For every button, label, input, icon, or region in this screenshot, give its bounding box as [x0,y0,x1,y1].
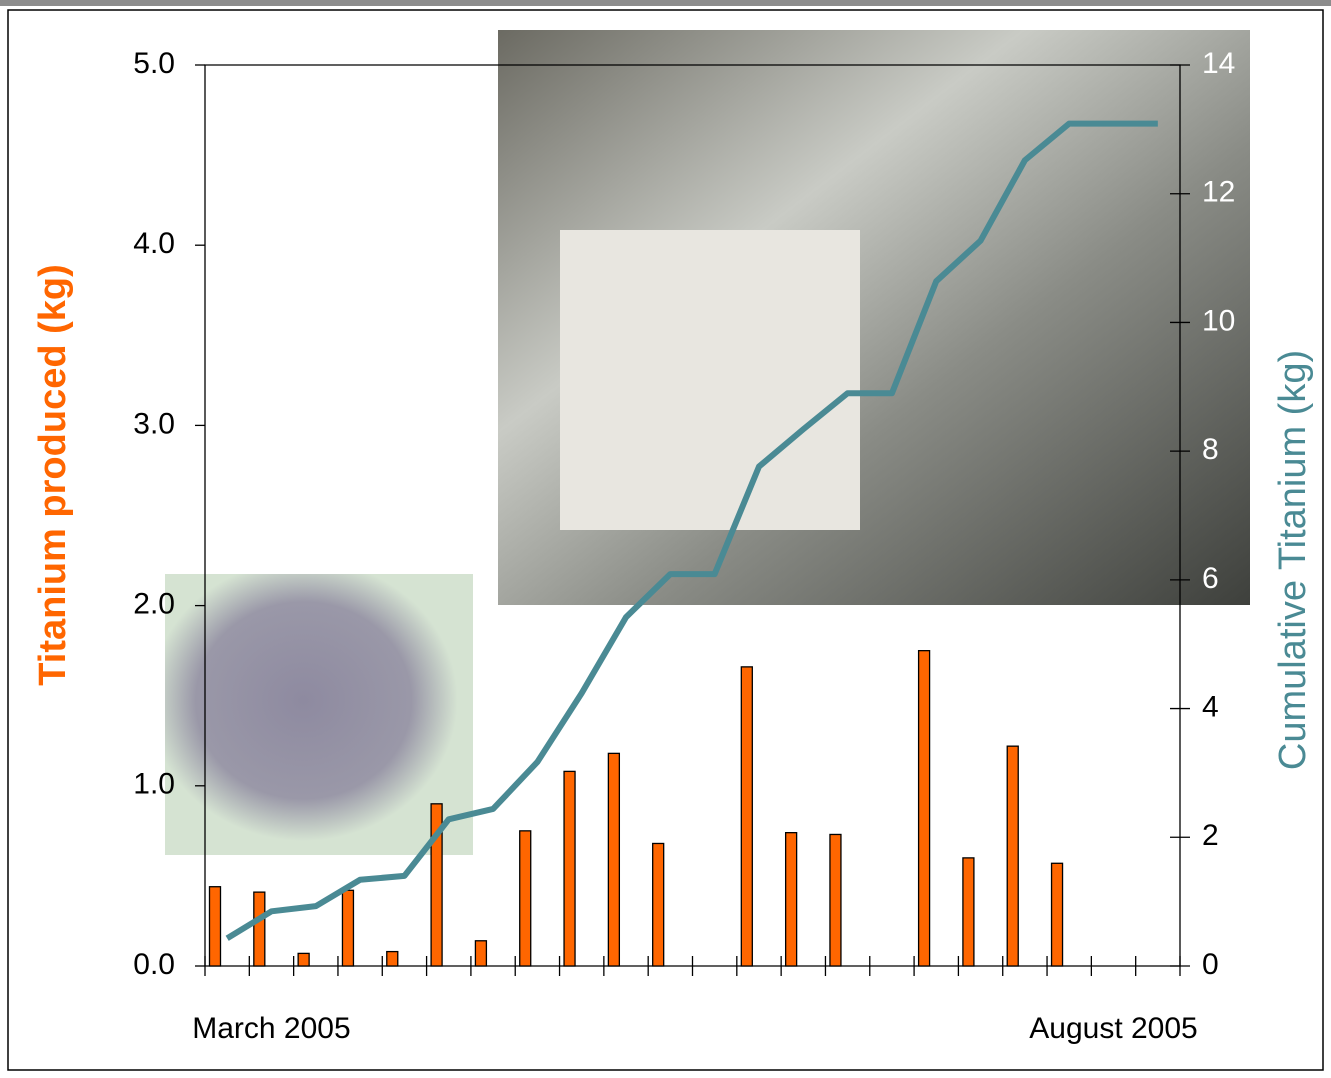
bar [520,831,531,966]
top-bar [0,0,1331,6]
bar [342,890,353,966]
y2-axis-title: Cumulative Titanium (kg) [1272,350,1314,770]
y-tick-label: 1.0 [133,768,175,801]
bar [387,952,398,966]
x-tick-label: March 2005 [192,1012,350,1045]
y2-tick-label: 2 [1202,819,1219,852]
bar [653,843,664,966]
bar [786,833,797,966]
y-tick-label: 5.0 [133,47,175,80]
y2-tick-label: 10 [1202,304,1235,337]
y2-tick-label: 8 [1202,433,1219,466]
y2-tick-label: 14 [1202,47,1235,80]
photo [165,574,473,855]
bar [298,953,309,966]
x-tick-label: August 2005 [1029,1012,1197,1045]
chart: Titanium produced (kg) Cumulative Titani… [0,0,1331,1078]
y2-tick-label: 6 [1202,562,1219,595]
y2-tick-label: 0 [1202,948,1219,981]
bar [919,651,930,966]
bar [608,753,619,966]
y-tick-label: 0.0 [133,948,175,981]
y2-tick-label: 4 [1202,690,1219,723]
bar [963,858,974,966]
y-tick-label: 4.0 [133,227,175,260]
bar [475,941,486,966]
y2-tick-label: 12 [1202,176,1235,209]
y-tick-label: 3.0 [133,407,175,440]
bar [1052,863,1063,966]
y-axis-title: Titanium produced (kg) [32,264,74,686]
bar [1007,746,1018,966]
bar [830,834,841,966]
bar [564,771,575,966]
bar [210,887,221,966]
y-tick-label: 2.0 [133,588,175,621]
bar [254,892,265,966]
bar [741,667,752,966]
photo-label [560,230,860,530]
